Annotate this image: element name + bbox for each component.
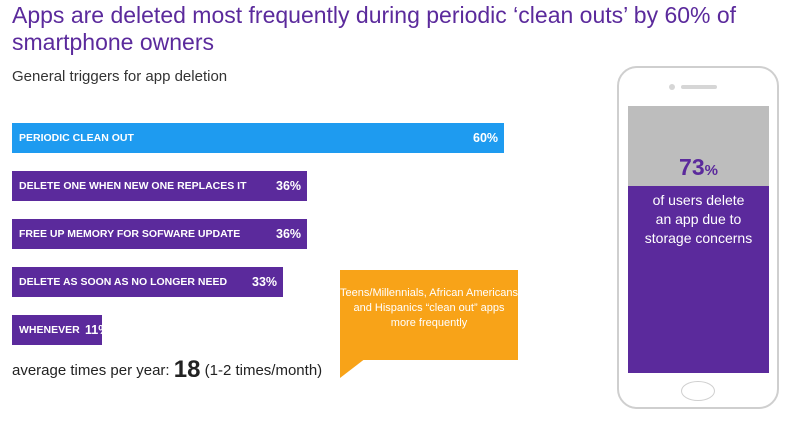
phone-screen: 73% of users delete an app due to storag… (628, 106, 769, 373)
bar-value-label: 36% (276, 179, 302, 193)
phone-speaker-icon (681, 85, 717, 89)
phone-camera-icon (669, 84, 675, 90)
bar-value-label: 36% (276, 227, 302, 241)
page-title: Apps are deleted most frequently during … (12, 2, 737, 55)
bar-category-label: FREE UP MEMORY FOR SOFWARE UPDATE (19, 228, 241, 240)
average-times-per-year: average times per year: 18 (1-2 times/mo… (12, 356, 322, 384)
phone-home-button-icon (681, 381, 715, 401)
bar: DELETE ONE WHEN NEW ONE REPLACES IT 36% (12, 171, 307, 201)
bar-category-label: WHENEVER (19, 324, 80, 336)
bar-category-label: PERIODIC CLEAN OUT (19, 132, 134, 144)
phone-stat-unit: % (704, 162, 718, 179)
bar-value-label: 33% (252, 275, 278, 289)
bar: FREE UP MEMORY FOR SOFWARE UPDATE 36% (12, 219, 307, 249)
chart-subtitle: General triggers for app deletion (12, 68, 228, 85)
bar-value-label: 60% (473, 131, 499, 145)
bar: WHENEVER 11% (12, 315, 109, 345)
phone-screen-storage-fill (628, 106, 769, 186)
phone-illustration: 73% of users delete an app due to storag… (617, 66, 779, 409)
callout-box: Teens/Millennials, African Americans and… (340, 270, 518, 360)
callout-text: Teens/Millennials, African Americans and… (340, 287, 518, 329)
phone-stat-value: 73% (628, 152, 769, 186)
bar-category-label: DELETE ONE WHEN NEW ONE REPLACES IT (19, 180, 247, 192)
phone-stat-text: of users delete an app due to storage co… (644, 192, 753, 246)
bar-value-label: 11% (85, 323, 110, 337)
average-label: average times per year: (12, 362, 170, 379)
bar: PERIODIC CLEAN OUT 60% (12, 123, 504, 153)
bar-category-label: DELETE AS SOON AS NO LONGER NEED (19, 276, 228, 288)
average-note: (1-2 times/month) (204, 362, 323, 379)
average-value: 18 (173, 356, 201, 383)
callout-tail (340, 358, 366, 378)
phone-stat-number: 73 (679, 154, 705, 180)
bar: DELETE AS SOON AS NO LONGER NEED 33% (12, 267, 283, 297)
